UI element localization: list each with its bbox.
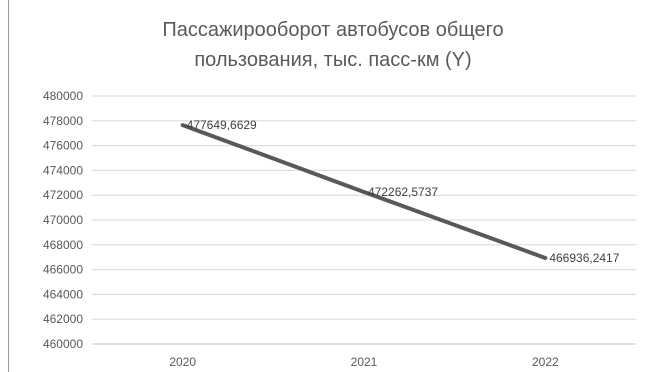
- y-tick-label: 476000: [43, 139, 83, 153]
- chart-title-line-2: пользования, тыс. пасс-км (Y): [194, 49, 471, 71]
- y-tick-label: 478000: [43, 114, 83, 128]
- y-tick-label: 466000: [43, 263, 83, 277]
- y-tick-label: 464000: [43, 287, 83, 301]
- data-point: [362, 190, 366, 194]
- y-tick-label: 462000: [43, 312, 83, 326]
- x-tick-label: 2021: [351, 355, 378, 369]
- y-tick-label: 474000: [43, 163, 83, 177]
- y-tick-label: 472000: [43, 188, 83, 202]
- data-label: 477649,6629: [187, 118, 257, 132]
- y-tick-label: 468000: [43, 238, 83, 252]
- left-border: [8, 0, 9, 372]
- x-tick-label: 2020: [169, 355, 196, 369]
- y-axis-ticks: 480000 478000 476000 474000 472000 470000 4680…: [43, 89, 83, 351]
- gridlines: [92, 95, 636, 345]
- y-tick-label: 480000: [43, 89, 83, 103]
- x-axis-ticks: 2020 2021 2022: [169, 355, 559, 369]
- y-tick-label: 460000: [43, 337, 83, 351]
- data-label: 466936,2417: [549, 251, 619, 265]
- data-label: 472262,5737: [368, 185, 438, 199]
- x-tick-label: 2022: [532, 355, 559, 369]
- data-point: [181, 123, 185, 127]
- data-point: [543, 256, 547, 260]
- data-labels: 477649,6629 472262,5737 466936,2417: [187, 118, 620, 265]
- series-line: [180, 123, 548, 260]
- chart-title-line-1: Пассажирооборот автобусов общего: [162, 19, 503, 41]
- y-tick-label: 470000: [43, 213, 83, 227]
